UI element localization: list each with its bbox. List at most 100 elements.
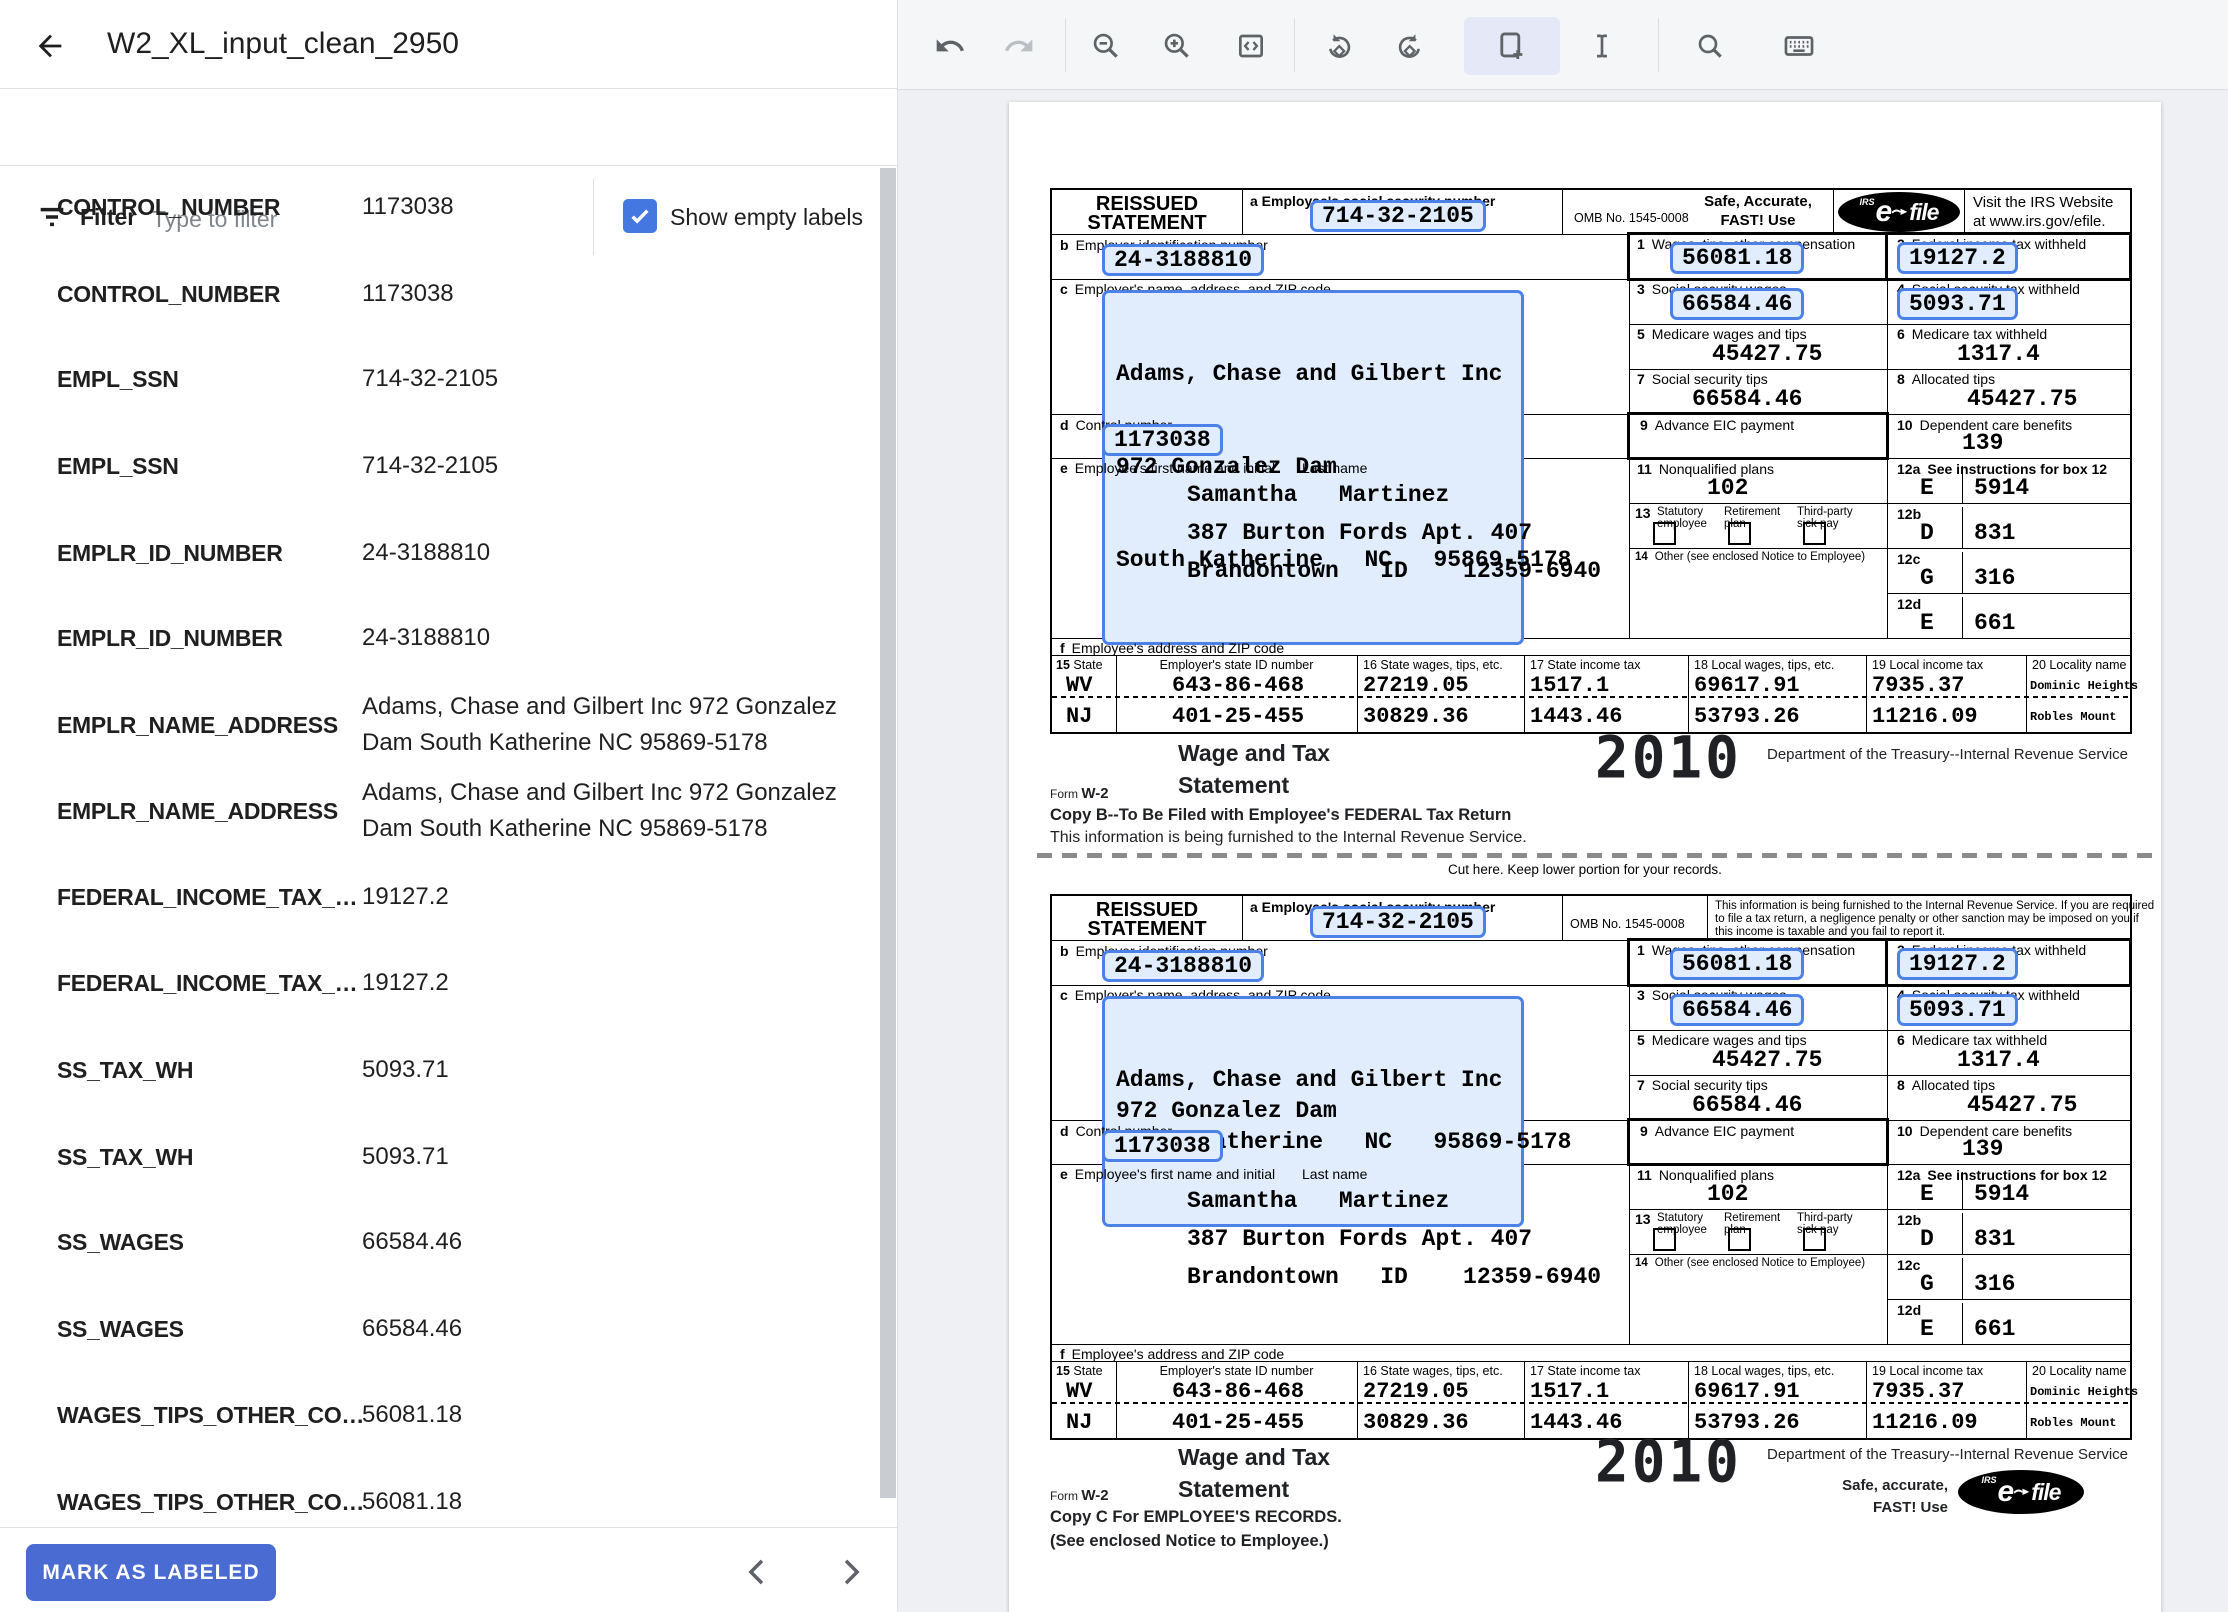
control-number-annotation[interactable]: 1173038 <box>1102 1130 1223 1162</box>
visit-irs-line2: at www.irs.gov/efile. <box>1973 213 2106 230</box>
box12a-value: 5914 <box>1974 475 2030 501</box>
employee-name: Samantha Martinez <box>1187 482 1450 508</box>
list-item[interactable]: EMPLR_NAME_ADDRESS Adams, Chase and Gilbe… <box>0 682 880 768</box>
zoom-in-button[interactable] <box>1155 24 1199 68</box>
select-text-button[interactable] <box>1580 24 1624 68</box>
retirement-plan-checkbox[interactable] <box>1728 1228 1751 1251</box>
safe-accurate-text: Safe, Accurate, <box>1704 193 1812 210</box>
box4-value-annotation[interactable]: 5093.71 <box>1897 994 2018 1026</box>
box-9-thick-border <box>1627 412 1889 460</box>
entity-label: SS_WAGES <box>57 1315 184 1342</box>
box7-label: Social security tips <box>1651 371 1768 387</box>
employer-name-address-annotation[interactable]: Adams, Chase and Gilbert Inc 972 Gonzalez… <box>1102 996 1571 1227</box>
entity-value: 24-3188810 <box>362 624 491 651</box>
entity-value: 5093.71 <box>362 1143 449 1170</box>
box3-value-annotation[interactable]: 66584.46 <box>1670 288 1805 320</box>
ein-annotation[interactable]: 24-3188810 <box>1102 950 1265 982</box>
third-party-sick-pay-checkbox[interactable] <box>1803 522 1826 545</box>
w2-footer-copy-b: Wage and Tax Statement Form W-2 2010 Dep… <box>1050 725 2128 846</box>
entity-value: 66584.46 <box>362 1315 463 1342</box>
filter-bar: Filter Show empty labels <box>0 89 897 255</box>
entity-label: SS_TAX_WH <box>57 1056 194 1083</box>
list-item[interactable]: EMPLR_ID_NUMBER 24-3188810 <box>0 510 880 596</box>
add-bounding-box-button[interactable] <box>1489 24 1533 68</box>
entity-value: 714-32-2105 <box>362 365 499 392</box>
list-item[interactable]: EMPLR_NAME_ADDRESS Adams, Chase and Gilbe… <box>0 768 880 854</box>
entity-value: 1173038 <box>362 280 454 307</box>
document-viewer: REISSUED STATEMENT a Employee's social s… <box>898 90 2228 1612</box>
filter-label: Filter <box>80 204 137 230</box>
box14-label: Other (see enclosed Notice to Employee) <box>1654 551 1866 563</box>
list-item[interactable]: SS_TAX_WH 5093.71 <box>0 1114 880 1200</box>
entity-label: SS_WAGES <box>57 1228 184 1255</box>
sidebar-scrollbar[interactable] <box>880 168 896 1498</box>
list-item[interactable]: WAGES_TIPS_OTHER_CO… 56081.18 <box>0 1459 880 1545</box>
entity-label: SS_TAX_WH <box>57 1143 194 1170</box>
box1-value-annotation[interactable]: 56081.18 <box>1670 948 1805 980</box>
list-item[interactable]: EMPLR_ID_NUMBER 24-3188810 <box>0 595 880 681</box>
w2-footer-copy-c: Wage and Tax Statement Form W-2 2010 Dep… <box>1050 1429 2128 1550</box>
retirement-plan-checkbox[interactable] <box>1728 522 1751 545</box>
third-party-sick-pay-checkbox[interactable] <box>1803 1228 1826 1251</box>
list-item[interactable]: SS_WAGES 66584.46 <box>0 1286 880 1372</box>
show-empty-labels-checkbox[interactable] <box>623 199 657 233</box>
entity-label: EMPLR_ID_NUMBER <box>57 539 283 566</box>
copy-b-note: This information is being furnished to t… <box>1050 829 1527 846</box>
fast-use-text: FAST! Use <box>1720 212 1796 229</box>
back-button[interactable] <box>33 29 67 63</box>
list-item[interactable]: FEDERAL_INCOME_TAX_… 19127.2 <box>0 854 880 940</box>
box1-value-annotation[interactable]: 56081.18 <box>1670 242 1805 274</box>
list-item[interactable]: CONTROL_NUMBER 1173038 <box>0 164 880 250</box>
box2-value-annotation[interactable]: 19127.2 <box>1897 242 2018 274</box>
rotate-left-button[interactable] <box>1317 24 1361 68</box>
list-item[interactable]: WAGES_TIPS_OTHER_CO… 56081.18 <box>0 1372 880 1458</box>
next-page-button[interactable] <box>828 1551 872 1595</box>
previous-page-button[interactable] <box>736 1551 780 1595</box>
box12c-code: G <box>1920 565 1934 591</box>
entity-label: EMPLR_NAME_ADDRESS <box>57 711 338 738</box>
statutory-employee-checkbox[interactable] <box>1653 522 1676 545</box>
entity-value: 1173038 <box>362 193 454 220</box>
list-item[interactable]: EMPL_SSN 714-32-2105 <box>0 336 880 422</box>
entity-label: CONTROL_NUMBER <box>57 280 281 307</box>
entity-value: 5093.71 <box>362 1056 449 1083</box>
search-button[interactable] <box>1688 24 1732 68</box>
w2-document-page: REISSUED STATEMENT a Employee's social s… <box>1009 102 2161 1612</box>
cut-here-text: Cut here. Keep lower portion for your re… <box>1448 862 1722 877</box>
keyboard-shortcuts-button[interactable] <box>1777 24 1821 68</box>
box2-value-annotation[interactable]: 19127.2 <box>1897 948 2018 980</box>
document-toolbar <box>898 0 2228 90</box>
list-item[interactable]: FEDERAL_INCOME_TAX_… 19127.2 <box>0 940 880 1026</box>
list-item[interactable]: SS_WAGES 66584.46 <box>0 1199 880 1285</box>
zoom-out-button[interactable] <box>1084 24 1128 68</box>
box-e-label: Employee's first name and initial <box>1074 460 1276 476</box>
list-item[interactable]: SS_TAX_WH 5093.71 <box>0 1027 880 1113</box>
efile-logo: IRS e file <box>1838 192 1960 232</box>
box10-value: 139 <box>1962 430 2004 456</box>
filter-input[interactable] <box>150 193 524 245</box>
box3-value-annotation[interactable]: 66584.46 <box>1670 994 1805 1026</box>
control-number-annotation[interactable]: 1173038 <box>1102 424 1223 456</box>
redo-button[interactable] <box>997 24 1041 68</box>
rotate-right-button[interactable] <box>1388 24 1432 68</box>
entity-value: Adams, Chase and Gilbert Inc 972 Gonzale… <box>362 779 837 842</box>
entity-label: EMPLR_NAME_ADDRESS <box>57 797 338 824</box>
sidebar: W2_XL_input_clean_2950 Filter Show empty… <box>0 0 898 1612</box>
statutory-employee-checkbox[interactable] <box>1653 1228 1676 1251</box>
mark-as-labeled-button[interactable]: MARK AS LABELED <box>26 1544 276 1601</box>
box4-value-annotation[interactable]: 5093.71 <box>1897 288 2018 320</box>
list-item[interactable]: CONTROL_NUMBER 1173038 <box>0 251 880 337</box>
entity-label: EMPL_SSN <box>57 365 179 392</box>
box11-value: 102 <box>1707 475 1749 501</box>
undo-button[interactable] <box>928 24 972 68</box>
list-item[interactable]: EMPL_SSN 714-32-2105 <box>0 423 880 509</box>
ein-annotation[interactable]: 24-3188810 <box>1102 244 1265 276</box>
fit-width-button[interactable] <box>1229 24 1273 68</box>
ssn-annotation[interactable]: 714-32-2105 <box>1310 200 1486 232</box>
entity-label: WAGES_TIPS_OTHER_CO… <box>57 1488 362 1515</box>
ssn-annotation[interactable]: 714-32-2105 <box>1310 906 1486 938</box>
entity-label: FEDERAL_INCOME_TAX_… <box>57 969 358 996</box>
filter-icon <box>36 201 68 233</box>
efile-logo: IRS e file <box>1958 1470 2084 1514</box>
